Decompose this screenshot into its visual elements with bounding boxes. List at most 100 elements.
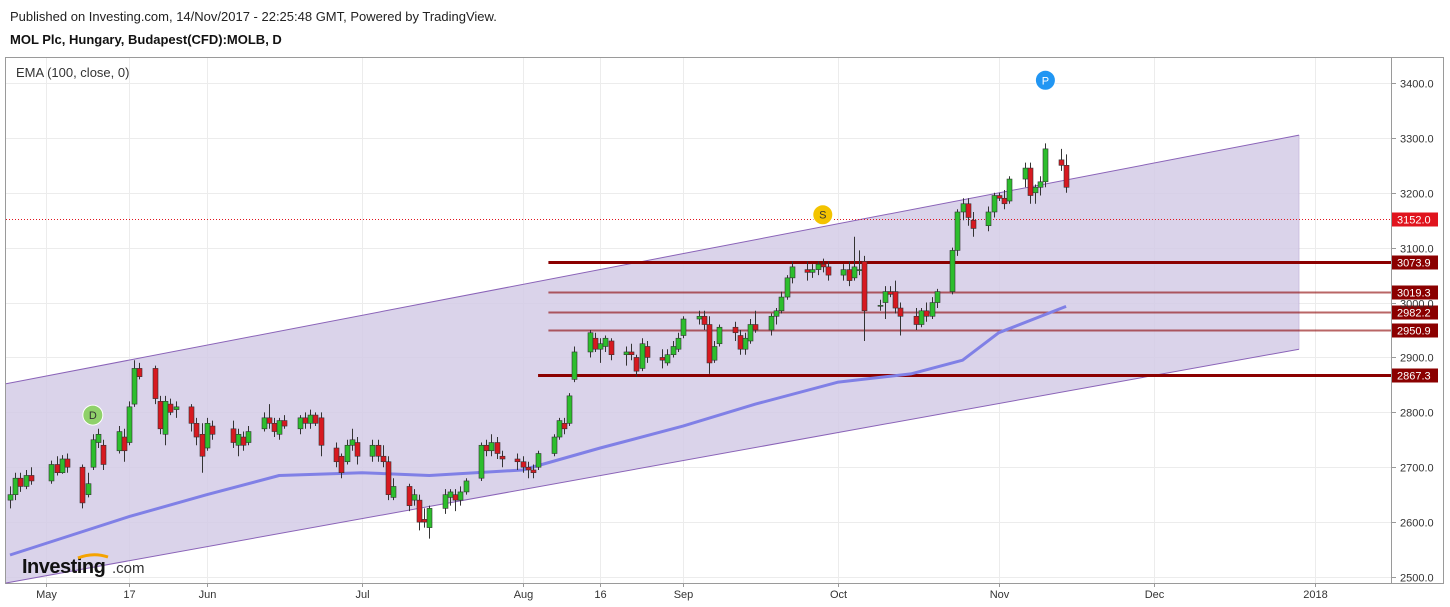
level-label: 3019.3 [1397, 288, 1431, 300]
candle-body [530, 469, 537, 474]
marker-d-label: D [89, 410, 97, 422]
candle-body [571, 351, 578, 380]
logo-swoosh [77, 553, 109, 560]
candle-body [375, 444, 382, 457]
candle-body [1037, 181, 1044, 188]
candle-body [230, 428, 237, 443]
marker-p-label: P [1042, 75, 1049, 87]
candle-body [592, 337, 599, 350]
last-price-line: 3152.0 [6, 212, 1438, 227]
candle-body [623, 351, 630, 356]
candle-body [851, 266, 858, 279]
candle-body [209, 425, 216, 435]
x-tick-label: Jun [199, 589, 217, 601]
candle-body [483, 444, 490, 452]
candle-body [525, 466, 532, 471]
candle-body [918, 310, 925, 325]
candle-body [494, 442, 501, 454]
candle-body [913, 315, 920, 325]
y-tick-label: 3300.0 [1400, 134, 1434, 146]
candle-body [556, 420, 563, 438]
candle-body [281, 420, 288, 427]
candle-body [204, 423, 211, 449]
candle-body [193, 423, 200, 438]
candle-body [996, 195, 1003, 199]
level-label: 2982.2 [1397, 308, 1431, 320]
candle-body [991, 195, 998, 213]
candle-body [23, 475, 30, 487]
investing-logo: Investing .com [22, 553, 145, 578]
candle-body [711, 346, 718, 361]
level-tag [1392, 368, 1438, 383]
marker-s-circle [812, 204, 834, 226]
candle-body [100, 444, 107, 465]
horizontal-levels: 3073.9 3019.3 2982.2 2950.9 2867.3 [538, 255, 1438, 383]
candle-body [514, 458, 521, 463]
candle-body [126, 406, 133, 443]
candle-body [789, 266, 796, 279]
candle-body [354, 442, 361, 457]
x-tick-label: Sep [674, 589, 694, 601]
y-tick-label: 2700.0 [1400, 463, 1434, 475]
candle-body [167, 403, 174, 413]
logo-text: Investing [22, 556, 105, 578]
candle-body [157, 401, 164, 430]
candle-body [887, 291, 894, 295]
candle-body [1063, 165, 1070, 188]
x-tick-label: 16 [594, 589, 606, 601]
marker-d-circle [82, 404, 104, 426]
level-label: 3073.9 [1397, 258, 1431, 270]
candle-body [188, 406, 195, 424]
candle-body [162, 401, 169, 435]
candle-body [768, 315, 775, 331]
x-tick-label: May [36, 589, 57, 601]
candle-body [48, 464, 55, 482]
candle-body [644, 346, 651, 358]
candle-body [276, 420, 283, 435]
candle-body [825, 266, 832, 276]
candle-body [121, 436, 128, 452]
candle-body [965, 203, 972, 218]
x-tick-label: 2018 [1303, 589, 1327, 601]
level-label: 2950.9 [1397, 326, 1431, 338]
candle-body [131, 368, 138, 405]
y-tick-label: 3200.0 [1400, 189, 1434, 201]
candle-body [701, 315, 708, 325]
candle-body [266, 417, 273, 424]
candle-body [499, 455, 506, 460]
candle-body [116, 431, 123, 452]
candle-body [488, 442, 495, 452]
candle-body [566, 395, 573, 424]
candle-body [602, 337, 609, 347]
candle-body [716, 326, 723, 345]
candle-body [447, 491, 454, 498]
candle-body [344, 444, 351, 463]
level-tag [1392, 255, 1438, 270]
candle-body [597, 343, 604, 350]
candle-body [675, 337, 682, 350]
candle-body [457, 491, 464, 501]
candle-body [747, 324, 754, 342]
candle-body [411, 494, 418, 501]
candle-body [85, 483, 92, 495]
regression-channel [5, 134, 1300, 584]
candle-body [406, 486, 413, 506]
logo-suffix: .com [112, 560, 145, 577]
candle-body [271, 423, 278, 432]
price-axis: 2500.0 2600.0 2700.0 2800.0 2900.0 3000.0 3100… [1391, 79, 1434, 585]
y-tick-label: 2900.0 [1400, 353, 1434, 365]
candle-body [752, 324, 759, 331]
candle-body [452, 494, 459, 501]
candle-body [245, 431, 252, 443]
candle-body [960, 203, 967, 213]
candle-body [136, 368, 143, 377]
indicator-label: EMA (100, close, 0) [16, 65, 129, 80]
candle-body [380, 455, 387, 463]
level-tag [1392, 323, 1438, 338]
candle-body [856, 269, 863, 271]
y-tick-label: 2500.0 [1400, 573, 1434, 585]
candle-body [173, 406, 180, 410]
candle-body [949, 250, 956, 292]
candle-body [897, 307, 904, 317]
